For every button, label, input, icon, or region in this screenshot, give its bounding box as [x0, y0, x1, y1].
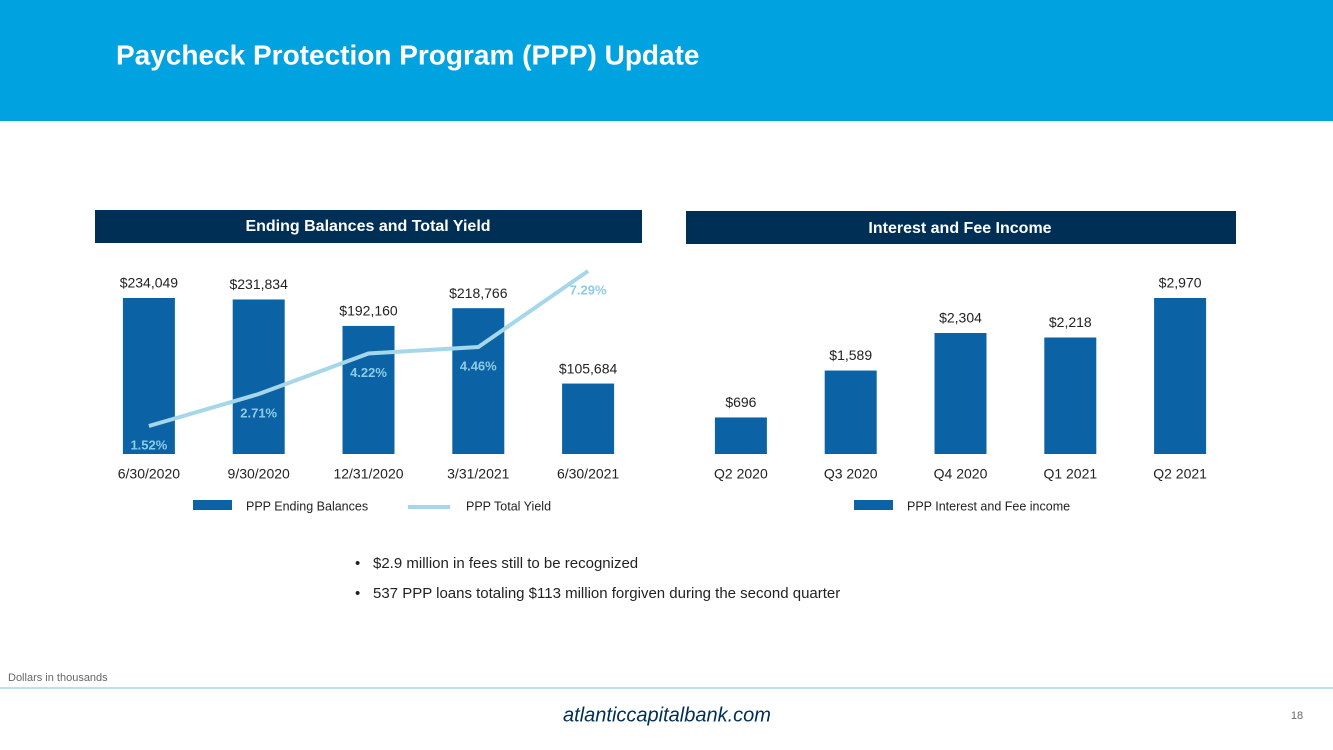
data-label: $234,049 [120, 275, 179, 291]
data-label: $2,218 [1049, 314, 1092, 330]
data-label: $231,834 [229, 276, 288, 292]
bullet-text: 537 PPP loans totaling $113 million forg… [373, 585, 840, 602]
chart-title-box [95, 210, 642, 243]
x-tick-label: Q4 2020 [934, 466, 988, 482]
x-tick-label: 6/30/2021 [557, 466, 619, 482]
bullet-text: $2.9 million in fees still to be recogni… [373, 555, 638, 572]
data-label: 4.22% [350, 365, 387, 380]
x-tick-label: 12/31/2020 [333, 466, 403, 482]
data-label: $105,684 [559, 360, 618, 376]
x-tick-label: Q2 2020 [714, 466, 768, 482]
data-label: $696 [725, 394, 756, 410]
bar [122, 298, 175, 454]
footer: atlanticcapitalbank.com [563, 704, 771, 726]
chart-title: Interest and Fee Income [868, 220, 1051, 237]
bar [1154, 298, 1207, 454]
data-label: $1,589 [829, 347, 872, 363]
bullet-glyph: • [355, 585, 360, 602]
legend-label: PPP Interest and Fee income [907, 499, 1070, 513]
legend-swatch [193, 500, 232, 510]
data-label: 1.52% [130, 437, 167, 452]
header-band [0, 0, 1333, 121]
x-tick-label: Q3 2020 [824, 466, 878, 482]
bullet-glyph: • [355, 555, 360, 572]
bar [562, 383, 615, 454]
data-label: 2.71% [240, 405, 277, 420]
bar [452, 308, 505, 454]
x-tick-label: Q1 2021 [1043, 466, 1097, 482]
chart-title: Ending Balances and Total Yield [245, 218, 490, 235]
data-label: $192,160 [339, 303, 398, 319]
line [148, 269, 590, 428]
x-tick-label: 3/31/2021 [447, 466, 509, 482]
bar [714, 417, 767, 454]
page-number: 18 [1291, 710, 1303, 722]
bar [934, 332, 987, 454]
data-label: 4.46% [460, 358, 497, 373]
chart-title-box [686, 211, 1236, 244]
data-label: $2,970 [1159, 275, 1202, 291]
x-tick-label: Q2 2021 [1153, 466, 1207, 482]
footnote: Dollars in thousands [8, 672, 108, 684]
bar [232, 299, 285, 454]
legend-label: PPP Ending Balances [246, 499, 368, 513]
bar [342, 325, 395, 454]
data-label: 7.29% [570, 282, 607, 297]
legend-swatch [854, 500, 893, 510]
x-tick-label: 6/30/2020 [118, 466, 180, 482]
x-tick-label: 9/30/2020 [228, 466, 290, 482]
bar [824, 370, 877, 454]
data-label: $218,766 [449, 285, 508, 301]
legend-label: PPP Total Yield [466, 499, 551, 513]
bar [1044, 337, 1097, 454]
slide-title: Paycheck Protection Program (PPP) Update [116, 39, 700, 70]
data-label: $2,304 [939, 310, 982, 326]
